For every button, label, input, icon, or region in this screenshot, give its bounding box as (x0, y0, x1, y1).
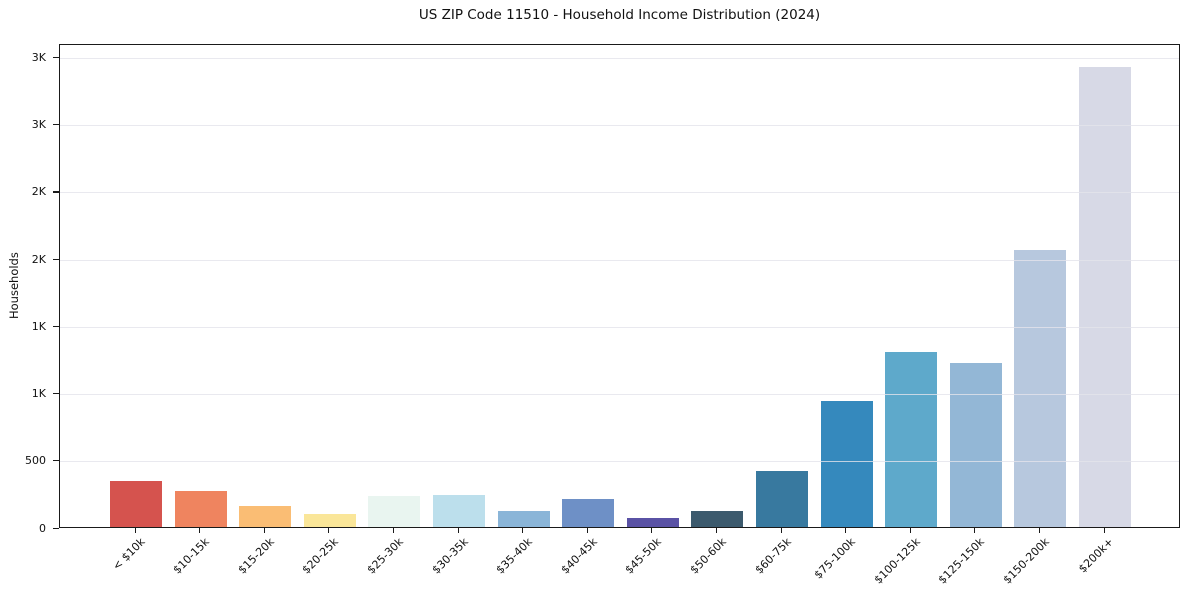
x-tick-label: $60-75k (752, 535, 794, 577)
x-tick-mark (134, 528, 136, 533)
x-tick-label: $15-20k (235, 535, 277, 577)
bar (303, 514, 356, 527)
x-tick-mark (328, 528, 330, 533)
x-tick-mark (845, 528, 847, 533)
bar (691, 510, 744, 527)
y-tick-mark (53, 325, 59, 328)
x-tick-mark (522, 528, 524, 533)
x-tick-mark (586, 528, 588, 533)
bar (949, 362, 1002, 527)
x-tick-label: $150-200k (1000, 535, 1052, 587)
x-tick-label: $75-100k (811, 535, 859, 582)
x-tick-label: $10-15k (170, 535, 213, 577)
y-tick-mark (53, 393, 59, 395)
bar (174, 491, 227, 527)
x-tick-label: $30-35k (429, 535, 471, 577)
bar (110, 481, 162, 527)
y-tick-label: 3K (31, 50, 46, 64)
x-tick-mark (1038, 528, 1041, 533)
y-tick-label: 1K (31, 387, 46, 401)
y-tick-label: 500 (25, 454, 46, 468)
bar (239, 505, 292, 527)
y-tick-mark (53, 56, 59, 59)
y-tick-label: 0 (39, 521, 46, 535)
x-tick-label: $20-25k (300, 535, 342, 577)
x-tick-mark (715, 528, 718, 533)
bars-layer (60, 45, 1179, 527)
x-tick-mark (392, 528, 395, 533)
bar (1079, 66, 1131, 527)
bar (433, 494, 485, 527)
y-tick-label: 1K (31, 319, 46, 333)
y-tick-mark (53, 527, 59, 529)
x-tick-mark (651, 528, 653, 533)
x-tick-label: $100-125k (871, 535, 923, 587)
bar (626, 518, 679, 527)
y-tick-label: 2K (31, 252, 46, 266)
y-tick-label: 2K (31, 185, 46, 199)
x-tick-label: $45-50k (623, 535, 665, 577)
x-tick-mark (199, 528, 201, 533)
bar (497, 510, 550, 527)
x-tick-mark (974, 528, 976, 533)
bar (1014, 250, 1067, 527)
x-tick-mark (1103, 528, 1105, 533)
bar (756, 471, 808, 527)
y-tick-mark (53, 258, 59, 260)
y-tick-mark (53, 124, 59, 126)
x-tick-label: $40-45k (558, 535, 600, 577)
x-tick-label: $25-30k (364, 535, 406, 577)
x-tick-mark (457, 528, 459, 533)
plot-area (59, 44, 1180, 528)
x-tick-label: < $10k (109, 535, 148, 573)
x-tick-label: $35-40k (493, 535, 536, 577)
x-tick-mark (780, 528, 782, 533)
chart-title: US ZIP Code 11510 - Household Income Dis… (418, 7, 821, 23)
bar (562, 498, 615, 527)
bar (820, 400, 873, 527)
x-tick-label: $200k+ (1076, 535, 1117, 576)
y-tick-mark (53, 191, 59, 193)
y-tick-mark (53, 460, 59, 462)
bar (368, 496, 421, 527)
y-tick-label: 3K (31, 118, 46, 132)
bar (885, 352, 938, 527)
x-tick-label: $50-60k (687, 535, 729, 577)
x-tick-label: $125-150k (936, 535, 988, 587)
x-tick-mark (263, 528, 265, 533)
x-tick-mark (909, 528, 911, 533)
